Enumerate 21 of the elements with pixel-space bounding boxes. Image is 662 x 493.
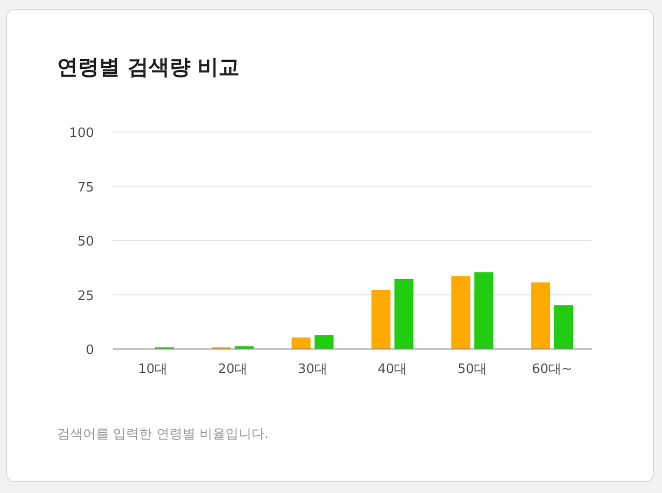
x-tick-label: 40대 (378, 362, 408, 377)
bar (371, 290, 390, 349)
bar (531, 282, 550, 349)
x-tick-label: 30대 (298, 362, 328, 377)
x-tick-label: 50대 (457, 362, 488, 377)
text: 검색어를 입력한 연령별 비율입니다. (57, 427, 269, 442)
x-tick-label: 60대~ (532, 362, 572, 377)
y-tick-label: 0 (86, 343, 94, 358)
y-tick-label: 75 (77, 180, 94, 196)
chart-title: 연령별 검색량 비교 (57, 55, 240, 79)
bar (451, 276, 470, 349)
bar (554, 305, 574, 349)
bar (314, 335, 334, 349)
x-tick-label: 10대 (138, 362, 168, 377)
bar (394, 278, 414, 349)
x-tick-label: 20대 (218, 362, 248, 377)
bar (474, 272, 494, 349)
y-tick-label: 50 (77, 234, 94, 250)
y-tick-label: 25 (77, 288, 94, 304)
y-tick-label: 100 (69, 126, 94, 141)
bar (292, 338, 311, 349)
